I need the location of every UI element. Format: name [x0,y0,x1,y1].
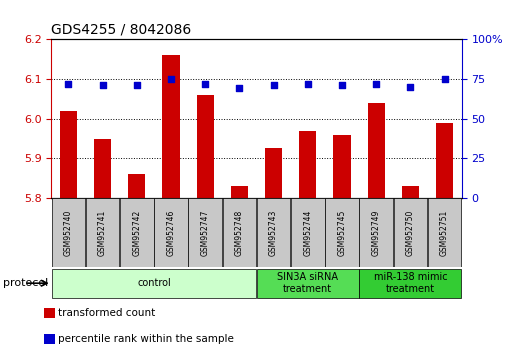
Text: SIN3A siRNA
treatment: SIN3A siRNA treatment [278,272,338,294]
Bar [196,95,214,198]
Point [64,81,72,86]
Bar [231,186,248,198]
Bar [257,269,359,297]
Text: percentile rank within the sample: percentile rank within the sample [58,334,234,344]
Bar [428,198,461,267]
Bar [360,269,461,297]
Bar [60,111,77,198]
Text: control: control [137,278,171,288]
Bar [188,198,222,267]
Point [98,82,107,88]
Bar [299,131,317,198]
Text: miR-138 mimic
treatment: miR-138 mimic treatment [373,272,447,294]
Text: GSM952744: GSM952744 [303,210,312,256]
Point [406,84,415,90]
Point [372,81,380,86]
Bar [333,135,350,198]
Bar [291,198,325,267]
Text: GSM952748: GSM952748 [235,210,244,256]
Bar [120,198,153,267]
Bar [223,198,256,267]
Bar [154,198,188,267]
Text: GSM952746: GSM952746 [167,210,175,256]
Bar [436,122,453,198]
Text: protocol: protocol [3,278,48,288]
Bar [163,55,180,198]
Bar [52,269,256,297]
Text: GSM952751: GSM952751 [440,210,449,256]
Bar [265,148,282,198]
Bar [86,198,120,267]
Text: GSM952741: GSM952741 [98,210,107,256]
Point [441,76,449,82]
Point [338,82,346,88]
Bar [52,198,85,267]
Bar [128,175,145,198]
Bar [360,198,393,267]
Point [201,81,209,86]
Point [269,82,278,88]
Text: GSM952750: GSM952750 [406,210,415,256]
Bar [94,138,111,198]
Bar [402,186,419,198]
Point [235,86,244,91]
Point [304,81,312,86]
Text: GSM952749: GSM952749 [372,210,381,256]
Bar [257,198,290,267]
Text: GSM952745: GSM952745 [338,210,346,256]
Text: GSM952743: GSM952743 [269,210,278,256]
Text: GSM952740: GSM952740 [64,210,73,256]
Bar [325,198,359,267]
Point [133,82,141,88]
Point [167,76,175,82]
Text: GSM952747: GSM952747 [201,210,210,256]
Text: GDS4255 / 8042086: GDS4255 / 8042086 [51,22,191,36]
Bar [368,103,385,198]
Text: transformed count: transformed count [58,308,156,318]
Bar [393,198,427,267]
Text: GSM952742: GSM952742 [132,210,141,256]
